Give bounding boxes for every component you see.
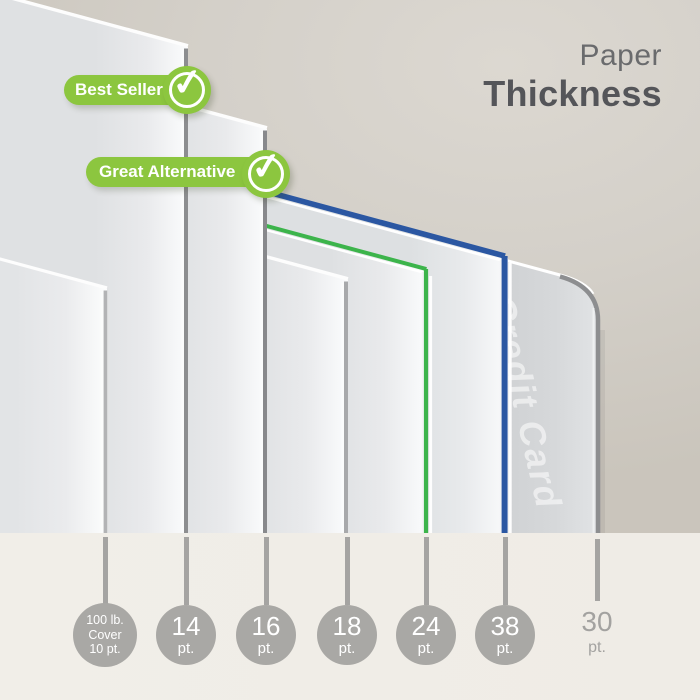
sheet-10pt: [0, 257, 108, 533]
marker-value: 16: [251, 610, 281, 641]
marker-stem-38pt: [502, 537, 508, 605]
marker-value: 18: [332, 610, 362, 641]
thickness-marker-14pt: 14 pt.: [156, 605, 216, 665]
marker-value: 24: [411, 610, 441, 641]
marker-stem-24pt: [423, 537, 429, 605]
page-title: Paper Thickness: [483, 40, 662, 112]
check-ring: [248, 156, 284, 192]
marker-unit: pt.: [588, 639, 606, 656]
marker-unit: pt.: [177, 639, 195, 657]
marker-unit: pt.: [257, 639, 275, 657]
marker-line: 10 pt.: [89, 642, 121, 657]
thickness-marker-18pt: 18 pt.: [317, 605, 377, 665]
marker-stem-14pt: [183, 537, 189, 605]
thickness-marker-38pt: 38 pt.: [475, 605, 535, 665]
marker-line: 100 lb.: [86, 612, 124, 627]
marker-stem-10pt: [102, 537, 108, 605]
thickness-marker-16pt: 16 pt.: [236, 605, 296, 665]
marker-unit: pt.: [496, 639, 514, 657]
best-seller-label: Best Seller: [75, 80, 163, 99]
title-line-1: Paper: [579, 39, 662, 72]
check-ring: [169, 72, 205, 108]
credit-card-shape: [487, 254, 605, 533]
title-line-2: Thickness: [483, 72, 662, 114]
marker-value: 14: [171, 610, 201, 641]
credit-card-label-clip: Credit Card: [508, 258, 600, 533]
marker-stem-16pt: [263, 537, 269, 605]
thickness-marker-10pt: 100 lb. Cover 10 pt.: [73, 603, 137, 667]
great-alternative-label: Great Alternative: [99, 162, 236, 181]
checkmark-icon: ✓: [169, 60, 206, 105]
credit-card-label: Credit Card: [508, 291, 570, 513]
marker-unit: pt.: [417, 639, 435, 657]
best-seller-check-badge: ✓: [163, 60, 211, 114]
great-alternative-check-badge: ✓: [242, 144, 290, 198]
thickness-marker-30pt: 30 pt.: [562, 608, 632, 657]
checkmark-icon: ✓: [248, 144, 285, 189]
marker-value: 38: [490, 610, 520, 641]
marker-unit: pt.: [338, 639, 356, 657]
marker-value: 30: [581, 606, 613, 637]
thickness-marker-24pt: 24 pt.: [396, 605, 456, 665]
marker-stem-18pt: [344, 537, 350, 605]
marker-stem-30pt: [594, 539, 600, 601]
marker-line: Cover: [88, 627, 122, 642]
